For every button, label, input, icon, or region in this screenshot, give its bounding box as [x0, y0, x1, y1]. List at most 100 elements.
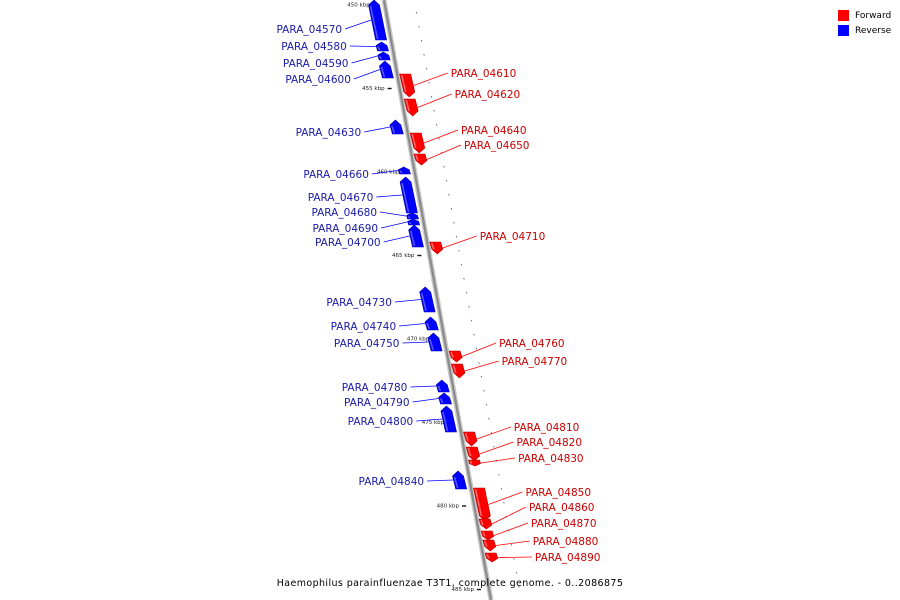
gene-para-04860[interactable]: PARA_04860 — [478, 502, 595, 530]
gene-label: PARA_04780 — [342, 382, 408, 394]
gene-para-04700[interactable]: PARA_04700 — [315, 224, 424, 249]
minor-tick — [515, 571, 518, 574]
gene-leader-line — [464, 360, 499, 372]
gene-label: PARA_04640 — [461, 125, 527, 137]
gene-glyph-highlight — [400, 74, 407, 93]
gene-leader-line — [383, 235, 410, 243]
minor-tick — [498, 473, 500, 476]
kbp-tick-label: 460 kbp — [377, 170, 400, 176]
gene-para-04780[interactable]: PARA_04780 — [342, 379, 450, 394]
minor-tick — [488, 417, 490, 420]
gene-label: PARA_04580 — [281, 41, 347, 53]
gene-leader-line — [461, 342, 497, 357]
gene-glyph-highlight — [409, 230, 416, 247]
gene-label: PARA_04860 — [529, 502, 595, 514]
gene-leader-line — [426, 144, 462, 160]
minor-tick — [418, 25, 420, 28]
gene-glyph-highlight — [391, 125, 396, 134]
gene-para-04800[interactable]: PARA_04800 — [348, 405, 457, 433]
gene-para-04600[interactable]: PARA_04600 — [285, 60, 394, 86]
gene-para-04840[interactable]: PARA_04840 — [359, 470, 468, 490]
gene-leader-line — [416, 418, 443, 422]
minor-tick — [458, 249, 460, 252]
gene-label: PARA_04700 — [315, 237, 381, 249]
gene-para-04750[interactable]: PARA_04750 — [334, 332, 443, 352]
kbp-tick-label: 465 kbp — [392, 253, 415, 259]
gene-leader-line — [376, 194, 403, 198]
gene-para-04620[interactable]: PARA_04620 — [403, 89, 521, 117]
genome-axis — [382, 0, 493, 600]
gene-label: PARA_04850 — [525, 487, 591, 499]
gene-glyph-highlight — [452, 364, 457, 374]
minor-tick — [443, 165, 445, 168]
gene-para-04730[interactable]: PARA_04730 — [326, 286, 436, 313]
gene-leader-line — [410, 385, 437, 388]
kbp-tick-label: 455 kbp — [362, 86, 385, 92]
gene-para-04880[interactable]: PARA_04880 — [482, 536, 599, 552]
gene-para-04740[interactable]: PARA_04740 — [331, 316, 439, 333]
gene-glyph-highlight — [411, 133, 417, 149]
gene-glyph-highlight — [420, 292, 427, 312]
legend-forward-label: Forward — [855, 10, 892, 21]
gene-para-04610[interactable]: PARA_04610 — [399, 68, 517, 98]
gene-glyph-highlight — [450, 351, 454, 358]
gene-label: PARA_04740 — [331, 321, 397, 333]
gene-para-04770[interactable]: PARA_04770 — [451, 356, 568, 379]
gene-leader-line — [497, 556, 532, 558]
gene-label: PARA_04770 — [502, 356, 568, 368]
gene-leader-line — [413, 72, 448, 86]
gene-para-04760[interactable]: PARA_04760 — [448, 338, 565, 363]
gene-para-04660[interactable]: PARA_04660 — [303, 166, 411, 181]
gene-leader-line — [399, 323, 426, 327]
gene-label: PARA_04620 — [455, 89, 521, 101]
gene-para-04810[interactable]: PARA_04810 — [463, 422, 580, 447]
gene-para-04790[interactable]: PARA_04790 — [344, 392, 452, 409]
legend-reverse: Reverse — [838, 23, 898, 38]
gene-label: PARA_04660 — [303, 169, 369, 181]
gene-glyph-highlight — [429, 338, 434, 351]
kbp-tick-label: 470 kbp — [407, 337, 430, 343]
gene-para-04690[interactable]: PARA_04690 — [313, 218, 421, 235]
gene-glyph — [375, 41, 389, 52]
gene-para-04590[interactable]: PARA_04590 — [283, 51, 391, 70]
minor-tick — [420, 39, 423, 42]
genome-axis-layer — [381, 0, 520, 600]
gene-leader-line — [371, 170, 398, 175]
gene-glyph-highlight — [379, 55, 382, 60]
minor-tick — [518, 585, 520, 588]
gene-para-04890[interactable]: PARA_04890 — [484, 552, 600, 564]
gene-para-04650[interactable]: PARA_04650 — [413, 140, 530, 166]
minor-tick — [463, 277, 465, 280]
gene-label: PARA_04610 — [451, 68, 517, 80]
minor-tick — [475, 347, 478, 350]
minor-tick — [513, 557, 515, 560]
gene-leader-line — [353, 69, 381, 80]
gene-para-04570[interactable]: PARA_04570 — [277, 0, 388, 41]
gene-label: PARA_04570 — [277, 24, 343, 36]
gene-para-04710[interactable]: PARA_04710 — [429, 231, 546, 255]
minor-tick — [435, 123, 438, 126]
gene-para-04580[interactable]: PARA_04580 — [281, 41, 389, 53]
gene-para-04640[interactable]: PARA_04640 — [409, 125, 527, 154]
gene-glyph-highlight — [469, 460, 473, 464]
genome-caption: Haemophilus parainfluenzae T3T1, complet… — [276, 578, 624, 589]
minor-tick — [493, 445, 495, 448]
gene-glyph-highlight — [486, 553, 490, 559]
gene-para-04830[interactable]: PARA_04830 — [468, 453, 584, 467]
gene-para-04670[interactable]: PARA_04670 — [308, 176, 418, 214]
gene-para-04870[interactable]: PARA_04870 — [480, 518, 597, 541]
gene-layer: PARA_04570 PARA_04580 PARA_04590 PARA_04600… — [277, 0, 600, 564]
gene-para-04630[interactable]: PARA_04630 — [296, 119, 404, 139]
gene-glyph-highlight — [467, 447, 472, 457]
gene-glyph-highlight — [407, 215, 411, 219]
minor-tick — [483, 389, 485, 392]
kbp-tick-label: 450 kbp — [347, 3, 370, 9]
gene-para-04850[interactable]: PARA_04850 — [473, 487, 592, 522]
gene-label: PARA_04600 — [285, 74, 351, 86]
gene-glyph-highlight — [464, 432, 469, 442]
gene-para-04820[interactable]: PARA_04820 — [465, 437, 582, 462]
gene-leader-line — [344, 19, 372, 30]
gene-para-04680[interactable]: PARA_04680 — [311, 207, 419, 220]
gene-leader-line — [488, 491, 523, 505]
gene-leader-line — [402, 341, 429, 344]
